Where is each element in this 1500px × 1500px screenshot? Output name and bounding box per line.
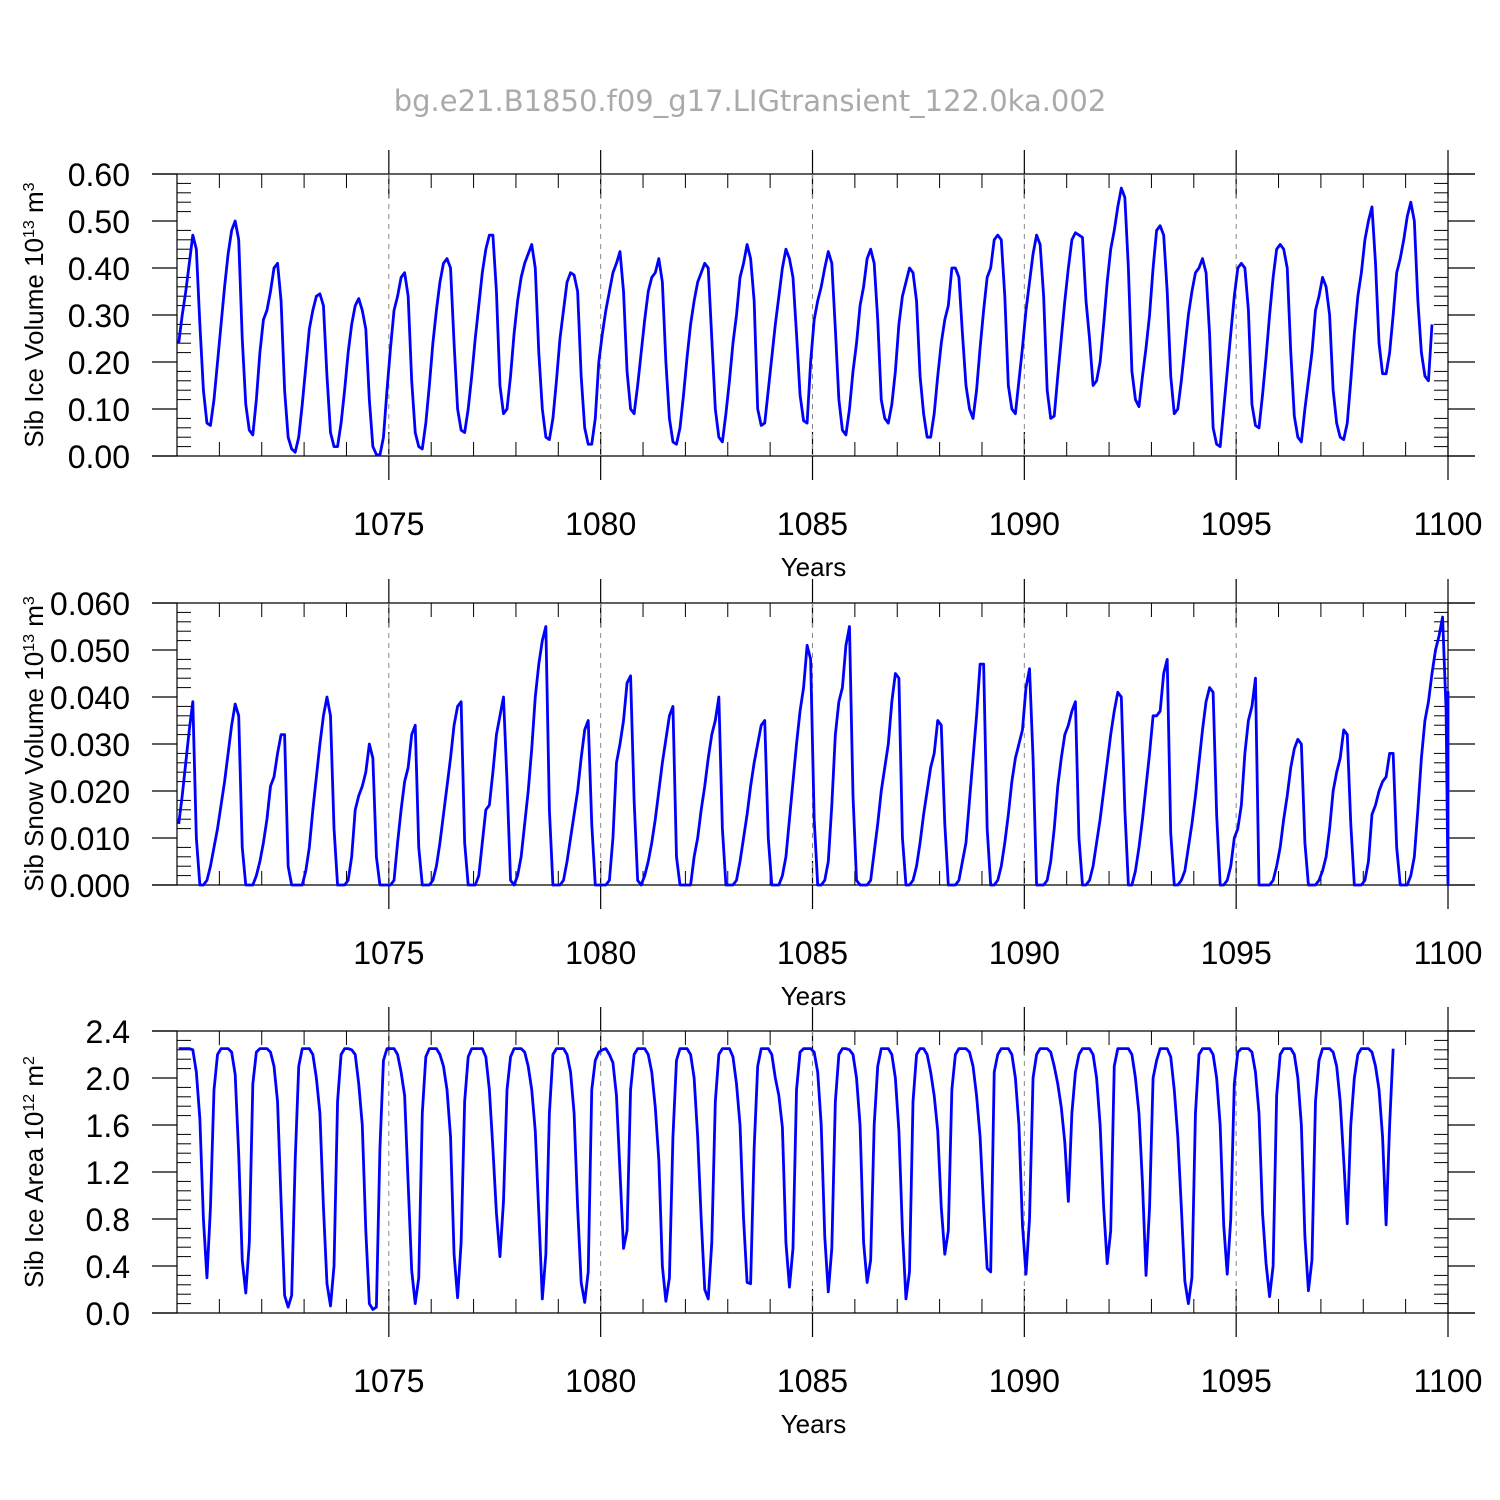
series-line-1 xyxy=(178,1047,1395,1311)
y-tick-label: 0.10 xyxy=(68,392,130,428)
x-tick-label: 1075 xyxy=(353,506,424,542)
x-tick-label: 1100 xyxy=(1414,506,1483,542)
chart-panels: 0.00 0.10 0.20 0.30 0.40 0.50 0.60 1075 1080 1085… xyxy=(19,150,1482,1439)
y-tick-label: 0.050 xyxy=(50,633,130,669)
x-tick-label: 1095 xyxy=(1201,506,1272,542)
y-tick-label: 0.20 xyxy=(68,345,130,381)
y-axis-title-superscript: 13 xyxy=(21,220,38,238)
x-tick-label: 1090 xyxy=(989,935,1060,971)
y-axis-title-superscript: 3 xyxy=(21,182,38,191)
chart-panel-1: 0.00 0.10 0.20 0.30 0.40 0.50 0.60 1075 1080 1085… xyxy=(19,150,1482,582)
y-axis-title-part: m xyxy=(19,605,49,634)
y-tick-label: 0.50 xyxy=(68,204,130,240)
y-axis-title-part: Sib Snow Volume 10 xyxy=(19,652,49,892)
y-axis-title-superscript: 2 xyxy=(21,1056,38,1065)
x-tick-label: 1090 xyxy=(989,1363,1060,1399)
x-tick-label: 1090 xyxy=(989,506,1060,542)
y-tick-label: 0.060 xyxy=(50,586,130,622)
series-line-1 xyxy=(177,186,1434,457)
y-axis-title-superscript: 12 xyxy=(21,1094,38,1112)
x-tick-label: 1075 xyxy=(353,1363,424,1399)
y-axis-title-part: m xyxy=(19,191,49,220)
chart-panel-2: 0.000 0.010 0.020 0.030 0.040 0.050 0.060 1075 1… xyxy=(19,579,1482,1011)
x-tick-label: 1095 xyxy=(1201,935,1272,971)
y-axis-title-part: Sib Ice Volume 10 xyxy=(19,238,49,448)
x-axis-title: Years xyxy=(781,1409,847,1439)
x-tick-label: 1100 xyxy=(1414,1363,1483,1399)
chart-panel-3: 0.0 0.4 0.8 1.2 1.6 2.0 2.4 1075 1080 1085 1090 109… xyxy=(19,1007,1482,1439)
y-axis-title: Sib Ice Volume 1013 m3 xyxy=(19,182,49,447)
y-tick-label: 2.0 xyxy=(86,1061,130,1097)
y-axis-title: Sib Ice Area 1012 m2 xyxy=(19,1056,49,1288)
x-tick-label: 1085 xyxy=(777,935,848,971)
x-tick-label: 1085 xyxy=(777,506,848,542)
y-tick-label: 0.00 xyxy=(68,439,130,475)
y-tick-label: 0.4 xyxy=(86,1249,130,1285)
x-tick-label: 1075 xyxy=(353,935,424,971)
x-tick-label: 1080 xyxy=(565,935,636,971)
y-tick-label: 2.4 xyxy=(86,1014,130,1050)
y-tick-label: 1.2 xyxy=(86,1155,130,1191)
x-tick-label: 1080 xyxy=(565,1363,636,1399)
x-axis-title: Years xyxy=(781,981,847,1011)
x-axis-title: Years xyxy=(781,552,847,582)
y-tick-label: 0.030 xyxy=(50,727,130,763)
y-tick-label: 1.6 xyxy=(86,1108,130,1144)
y-axis-title-superscript: 3 xyxy=(21,596,38,605)
y-tick-label: 0.40 xyxy=(68,251,130,287)
y-tick-label: 0.60 xyxy=(68,157,130,193)
y-axis-title-superscript: 13 xyxy=(21,634,38,652)
figure-title: bg.e21.B1850.f09_g17.LIGtransient_122.0k… xyxy=(394,84,1107,118)
y-axis-title: Sib Snow Volume 1013 m3 xyxy=(19,596,49,892)
x-tick-label: 1080 xyxy=(565,506,636,542)
x-tick-label: 1085 xyxy=(777,1363,848,1399)
y-tick-label: 0.30 xyxy=(68,298,130,334)
x-tick-label: 1095 xyxy=(1201,1363,1272,1399)
y-tick-label: 0.010 xyxy=(50,821,130,857)
y-tick-label: 0.8 xyxy=(86,1202,130,1238)
y-tick-label: 0.000 xyxy=(50,868,130,904)
y-tick-label: 0.0 xyxy=(86,1296,130,1332)
x-tick-label: 1100 xyxy=(1414,935,1483,971)
y-tick-label: 0.020 xyxy=(50,774,130,810)
series-line-1 xyxy=(177,615,1450,887)
y-axis-title-part: m xyxy=(19,1065,49,1094)
y-tick-label: 0.040 xyxy=(50,680,130,716)
y-axis-title-part: Sib Ice Area 10 xyxy=(19,1112,49,1288)
